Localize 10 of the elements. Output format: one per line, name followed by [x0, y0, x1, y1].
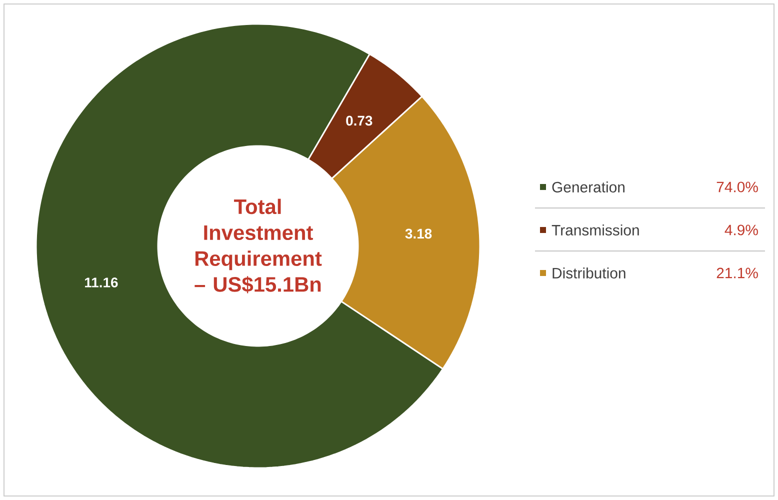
- legend-label: Generation: [552, 182, 624, 192]
- text: 74.0%: [716, 182, 758, 192]
- text: 4.9%: [724, 224, 758, 236]
- data-label: 3.18: [405, 228, 432, 239]
- legend-label: Transmission: [552, 224, 639, 236]
- legend-label: Distribution: [552, 268, 626, 278]
- text: Total Investment Requirement – US$15.1Bn: [194, 198, 322, 294]
- data-label: 11.16: [85, 278, 118, 288]
- text: 21.1%: [716, 268, 758, 278]
- data-label: 0.73: [346, 116, 372, 126]
